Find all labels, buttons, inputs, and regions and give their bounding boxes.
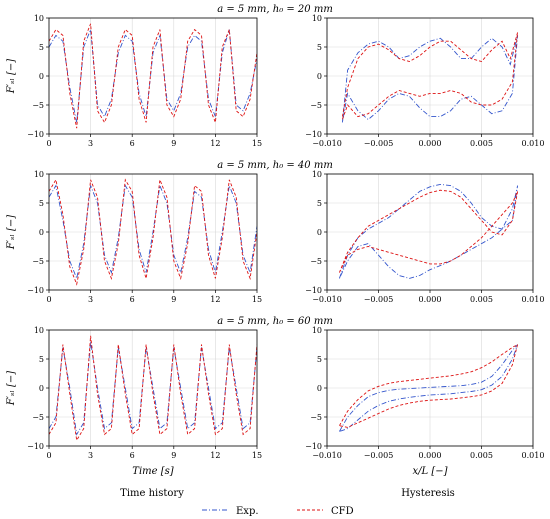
y-tick-label: 10 [312,170,322,179]
x-tick-label: −0.005 [364,139,394,148]
x-tick-label: 0.010 [522,295,545,304]
panel-time-history-0: 0 3 6 9 12 15 10 5 0 −5 −10 a = 5 mm, h₀ = 20 mm F′ₛ… [6,4,333,148]
y-tick-label: 0 [39,72,44,81]
panel-hysteresis-2: −0.010 −0.005 0.000 0.005 0.010 10 5 0 −5 −10 x/L … [305,326,544,477]
panel-hysteresis-1: −0.010 −0.005 0.000 0.005 0.010 10 5 0 −5 −10 [305,170,544,304]
y-tick-label: 0 [317,72,322,81]
x-tick-label: 0.005 [470,295,493,304]
x-tick-label: 0.010 [522,451,545,460]
x-tick-label: 0 [46,139,51,148]
x-tick-label: 3 [88,451,93,460]
series-exp-line [49,341,257,436]
y-tick-label: 5 [317,199,322,208]
x-tick-label: −0.010 [312,451,342,460]
x-tick-label: 3 [88,139,93,148]
panel-time-history-1: 0 3 6 9 12 15 10 5 0 −5 −10 a = 5 mm, h₀ = 40 mm F′ₛ… [6,160,333,304]
y-tick-label: 0 [317,228,322,237]
row-title: a = 5 mm, h₀ = 60 mm [217,316,333,327]
x-tick-label: 3 [88,295,93,304]
x-axis-label: x/L [−] [412,466,447,477]
x-tick-label: −0.005 [364,451,394,460]
x-tick-label: 0.000 [419,139,442,148]
x-axis-label: Time [s] [132,466,173,477]
y-tick-label: 5 [39,355,44,364]
x-tick-label: 6 [130,295,135,304]
x-tick-label: 9 [171,139,176,148]
series-exp-line [49,29,257,123]
row-title: a = 5 mm, h₀ = 20 mm [217,4,333,15]
x-tick-label: 15 [252,295,262,304]
col-title-time-history: Time history [120,488,184,499]
series-cfd-line [49,335,257,442]
x-tick-label: 0.005 [470,451,493,460]
series-exp-line [339,344,519,432]
x-tick-label: 9 [171,295,176,304]
x-tick-label: 0.005 [470,139,493,148]
y-tick-label: 5 [317,355,322,364]
x-tick-label: 12 [210,295,220,304]
panels: 0 3 6 9 12 15 10 5 0 −5 −10 a = 5 mm, h₀ = 20 mm F′ₛ… [6,4,544,477]
series-exp-line [49,183,257,280]
y-tick-label: 10 [34,326,44,335]
series-exp-line [338,183,519,279]
y-tick-label: −10 [27,130,44,139]
y-tick-label: 0 [39,228,44,237]
y-tick-label: −10 [27,442,44,451]
y-tick-label: −10 [305,130,322,139]
x-tick-label: 0 [46,451,51,460]
x-tick-label: 15 [252,451,262,460]
legend-cfd-label: CFD [331,506,354,517]
col-title-hysteresis: Hysteresis [401,488,455,499]
x-tick-label: −0.005 [364,295,394,304]
x-tick-label: 6 [130,451,135,460]
series-cfd-line [49,23,257,129]
series-cfd-line [341,32,519,120]
y-tick-label: 10 [312,14,322,23]
legend: Exp. CFD [202,506,354,517]
y-tick-label: 10 [34,170,44,179]
y-tick-label: −5 [32,101,44,110]
y-tick-label: −5 [310,413,322,422]
y-tick-label: −10 [305,442,322,451]
panel-hysteresis-0: −0.010 −0.005 0.000 0.005 0.010 10 5 0 −5 −10 [305,14,544,148]
y-tick-label: −5 [310,101,322,110]
panel-time-history-2: 0 3 6 9 12 15 10 5 0 −5 −10 a = 5 mm, h₀ = 60 mm F′ₛ… [6,316,333,477]
x-tick-label: 0.000 [419,451,442,460]
y-tick-label: 5 [317,43,322,52]
y-tick-label: 10 [34,14,44,23]
x-tick-label: 0.010 [522,139,545,148]
x-tick-label: 0 [46,295,51,304]
legend-exp-label: Exp. [236,506,259,517]
series-cfd-line [338,189,519,273]
x-tick-label: 12 [210,451,220,460]
y-tick-label: −10 [305,286,322,295]
y-tick-label: −5 [32,257,44,266]
y-tick-label: 5 [39,199,44,208]
x-tick-label: −0.010 [312,295,342,304]
x-tick-label: 9 [171,451,176,460]
y-tick-label: 0 [317,384,322,393]
series-cfd-line [49,178,257,286]
x-tick-label: 6 [130,139,135,148]
y-tick-label: 10 [312,326,322,335]
y-tick-label: −10 [27,286,44,295]
y-tick-label: 0 [39,384,44,393]
x-tick-label: 12 [210,139,220,148]
y-axis-label: F′ₛₗ [−] [6,59,17,94]
y-axis-label: F′ₛₗ [−] [6,215,17,250]
y-axis-label: F′ₛₗ [−] [6,371,17,406]
y-tick-label: 5 [39,43,44,52]
row-title: a = 5 mm, h₀ = 40 mm [217,160,333,171]
x-tick-label: −0.010 [312,139,342,148]
y-tick-label: −5 [32,413,44,422]
x-tick-label: 0.000 [419,295,442,304]
y-tick-label: −5 [310,257,322,266]
x-tick-label: 15 [252,139,262,148]
